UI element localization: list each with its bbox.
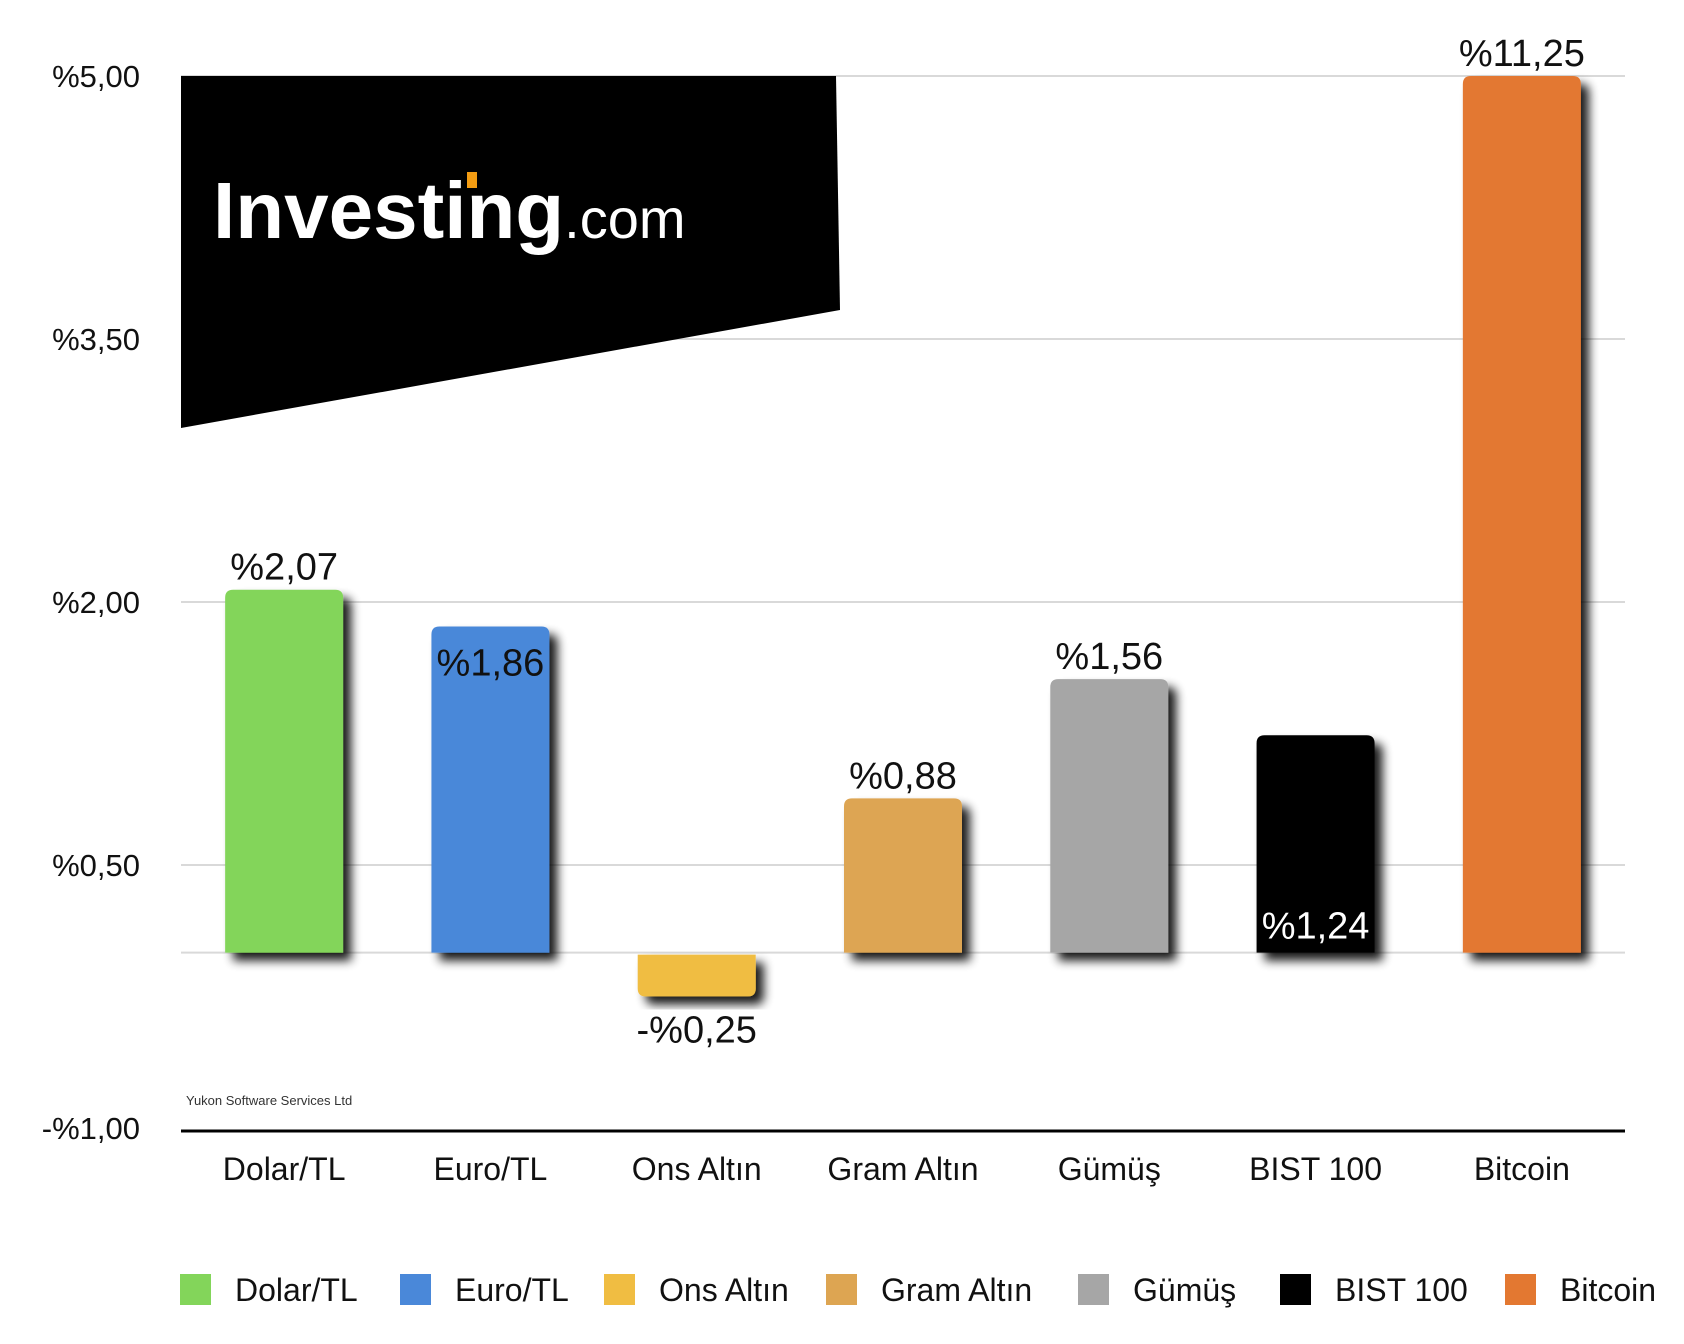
bar: [225, 589, 344, 953]
legend-swatch: [180, 1274, 211, 1305]
logo-main: Investing: [213, 166, 564, 255]
legend-swatch: [400, 1274, 431, 1305]
credit-text: Yukon Software Services Ltd: [186, 1093, 352, 1108]
y-tick-label: %0,50: [52, 848, 140, 883]
bar: [1462, 76, 1581, 953]
y-tick-label: -%1,00: [42, 1111, 140, 1146]
bar: [1256, 735, 1375, 953]
x-axis-labels: Dolar/TL Euro/TL Ons Altın Gram Altın Gümüş B…: [223, 1151, 1570, 1187]
legend-swatch: [1280, 1274, 1311, 1305]
data-label: %0,88: [849, 755, 957, 797]
investing-logo: Investing.com: [181, 76, 840, 428]
legend-label: Gümüş: [1133, 1272, 1236, 1308]
data-label: %1,56: [1055, 636, 1163, 678]
bars: [225, 76, 1581, 997]
x-category-label: Gram Altın: [827, 1151, 978, 1187]
bar: [431, 626, 550, 953]
x-category-label: Dolar/TL: [223, 1151, 346, 1187]
data-label: -%0,25: [637, 1010, 757, 1052]
bar: [637, 954, 756, 997]
bar: [1050, 679, 1169, 953]
legend-label: BIST 100: [1335, 1272, 1468, 1308]
data-labels: %2,07 %1,86 -%0,25 %0,88 %1,56 %1,24 %11,25: [230, 33, 1585, 1052]
y-tick-label: %3,50: [52, 322, 140, 357]
x-category-label: Bitcoin: [1474, 1151, 1570, 1187]
bar: [844, 798, 962, 953]
legend: Dolar/TL Euro/TL Ons Altın Gram Altın Gümüş B…: [180, 1272, 1656, 1308]
legend-label: Ons Altın: [659, 1272, 789, 1308]
y-tick-label: %2,00: [52, 585, 140, 620]
y-tick-label: %5,00: [52, 59, 140, 94]
legend-label: Euro/TL: [455, 1272, 569, 1308]
legend-swatch: [604, 1274, 635, 1305]
legend-label: Bitcoin: [1560, 1272, 1656, 1308]
legend-label: Gram Altın: [881, 1272, 1032, 1308]
logo-panel: [181, 76, 840, 428]
data-label: %11,25: [1459, 33, 1585, 75]
logo-accent-mark: [467, 172, 477, 188]
legend-swatch: [1505, 1274, 1536, 1305]
logo-text: Investing.com: [213, 166, 686, 255]
data-label: %2,07: [230, 547, 338, 589]
x-category-label: BIST 100: [1249, 1151, 1382, 1187]
legend-swatch: [1078, 1274, 1109, 1305]
y-axis-ticks: %5,00 %3,50 %2,00 %0,50 -%1,00: [42, 59, 140, 1146]
x-category-label: Euro/TL: [434, 1151, 548, 1187]
x-category-label: Gümüş: [1058, 1151, 1161, 1187]
data-label: %1,24: [1262, 906, 1370, 948]
data-label: %1,86: [437, 643, 545, 685]
logo-suffix: .com: [564, 187, 685, 250]
x-category-label: Ons Altın: [632, 1151, 762, 1187]
legend-label: Dolar/TL: [235, 1272, 358, 1308]
legend-swatch: [826, 1274, 857, 1305]
